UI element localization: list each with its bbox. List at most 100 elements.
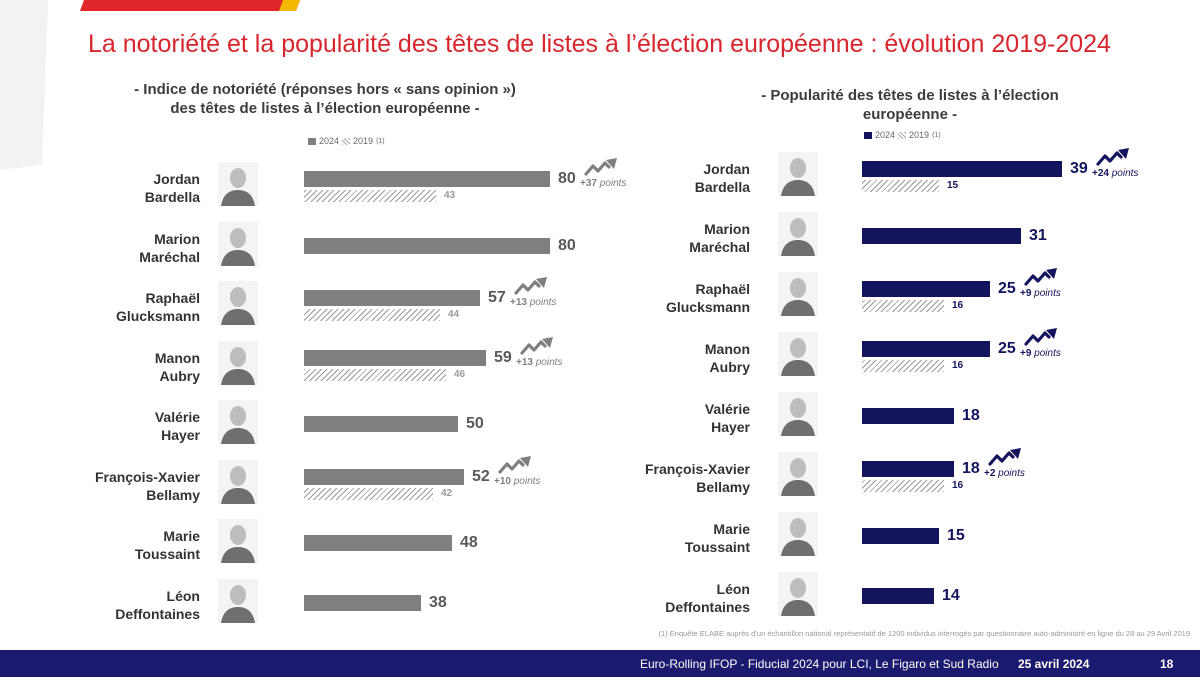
value-label-2024: 39 [1070,160,1088,177]
bar-2019 [304,368,446,381]
candidate-name: François-Xavier Bellamy [550,460,750,496]
delta-unit: points [510,475,541,487]
candidate-name-line1: François-Xavier [94,468,200,485]
legend-2019-swatch [898,131,907,139]
bar-2024 [304,535,452,551]
delta-value: +13 [510,297,527,308]
candidate-name: Jordan Bardella [550,160,750,196]
candidate-name: François-Xavier Bellamy [0,468,200,504]
person-photo-icon [778,332,818,376]
candidate-name-line2: Bardella [144,189,200,205]
bar-2024 [304,290,480,306]
value-label-2024: 18 [962,460,980,477]
candidate-name: Marie Toussaint [0,527,200,563]
value-label-2019: 16 [952,300,964,311]
delta-value: +10 [494,475,511,487]
person-photo-icon [218,519,258,563]
delta-value: +2 [984,468,996,479]
footnote: (1) Enquête ELABE auprès d’un échantillo… [658,629,1190,638]
candidate-name: Valérie Hayer [0,408,200,444]
bar-2024 [304,171,550,187]
legend-2024-label: 2024 [875,130,896,140]
trend-up-icon [1024,328,1057,346]
person-photo-icon [218,281,258,325]
candidate-name-line2: Toussaint [684,539,750,555]
person-photo-icon [778,392,818,436]
bar-2019 [304,309,440,321]
bar-2024 [862,161,1062,177]
bar-2024 [862,408,954,424]
delta-value: +37 [580,178,597,189]
candidate-name-line1: Manon [704,341,750,357]
person-photo-icon [778,272,818,316]
person-photo-icon [778,452,818,496]
left-chart-title-line1: - Indice de notoriété (réponses hors « s… [134,81,516,98]
left-legend: 2024 2019 (1) [308,136,385,146]
person-photo-icon [778,512,818,556]
value-label-2024: 31 [1029,227,1047,244]
candidate-name: Léon Deffontaines [0,587,200,623]
legend-note: (1) [376,137,385,145]
bar-2024 [304,237,550,254]
bar-2024 [862,528,939,544]
bar-2019 [304,487,433,500]
person-photo-icon [218,162,258,206]
candidate-name-line2: Toussaint [134,546,200,562]
candidate-name: Marion Maréchal [0,230,200,266]
value-label-2024: 57 [488,289,506,306]
candidate-name-line1: Marie [163,528,200,544]
value-label-2024: 18 [962,407,980,424]
value-label-2019: 46 [454,368,466,380]
trend-up-icon [1024,268,1057,286]
candidate-name-line2: Bardella [694,179,750,195]
right-chart-title-line2: européenne - [862,106,958,123]
trend-up-icon [514,277,547,295]
candidate-name-line2: Hayer [161,427,200,443]
candidate-name: Manon Aubry [550,340,750,376]
candidate-name-line1: Jordan [153,171,200,187]
candidate-name-line1: Raphaël [145,290,200,306]
right-chart-title: - Popularité des têtes de listes à l’éle… [720,86,1100,124]
bar-2019 [304,190,436,202]
delta-unit: points [532,356,563,368]
value-label-2024: 80 [558,236,576,254]
delta-label: +13 points [510,297,556,308]
candidate-name-line2: Glucksmann [115,308,200,324]
value-label-2019: 15 [947,180,959,191]
bar-2019 [862,480,944,492]
candidate-name: Valérie Hayer [550,400,750,436]
candidate-name-line1: Raphaël [695,281,750,297]
candidate-name-line1: Léon [166,587,200,604]
delta-unit: points [1031,348,1061,359]
value-label-2019: 43 [444,190,456,201]
value-label-2024: 25 [998,340,1016,357]
person-photo-icon [218,221,258,266]
legend-2024-label: 2024 [319,136,340,146]
bar-2024 [304,594,421,611]
delta-unit: points [995,468,1025,479]
left-chart-title: - Indice de notoriété (réponses hors « s… [120,80,530,118]
candidate-name-line1: Léon [716,581,750,597]
delta-value: +9 [1020,348,1032,359]
delta-value: +9 [1020,288,1032,299]
person-photo-icon [778,212,818,256]
bar-2024 [862,461,954,477]
bar-2024 [862,341,990,357]
delta-unit: points [1031,288,1061,299]
slide-title: La notoriété et la popularité des têtes … [88,30,1111,58]
trend-up-icon [498,455,531,474]
candidate-name-line1: Marion [154,230,200,247]
delta-value: +24 [1092,168,1109,179]
candidate-name: Raphaël Glucksmann [0,289,200,325]
value-label-2019: 42 [441,487,453,499]
candidate-name: Marion Maréchal [550,220,750,256]
candidate-name-line2: Aubry [709,359,750,375]
page-number: 18 [1160,657,1174,671]
person-photo-icon [218,340,258,385]
trend-up-icon [988,448,1021,466]
left-chart-title-line2: des têtes de listes à l’élection europée… [170,100,480,117]
value-label-2024: 48 [460,534,478,551]
bar-2024 [304,416,458,432]
candidate-name-line1: Marie [713,521,750,537]
person-photo-icon [218,400,258,444]
